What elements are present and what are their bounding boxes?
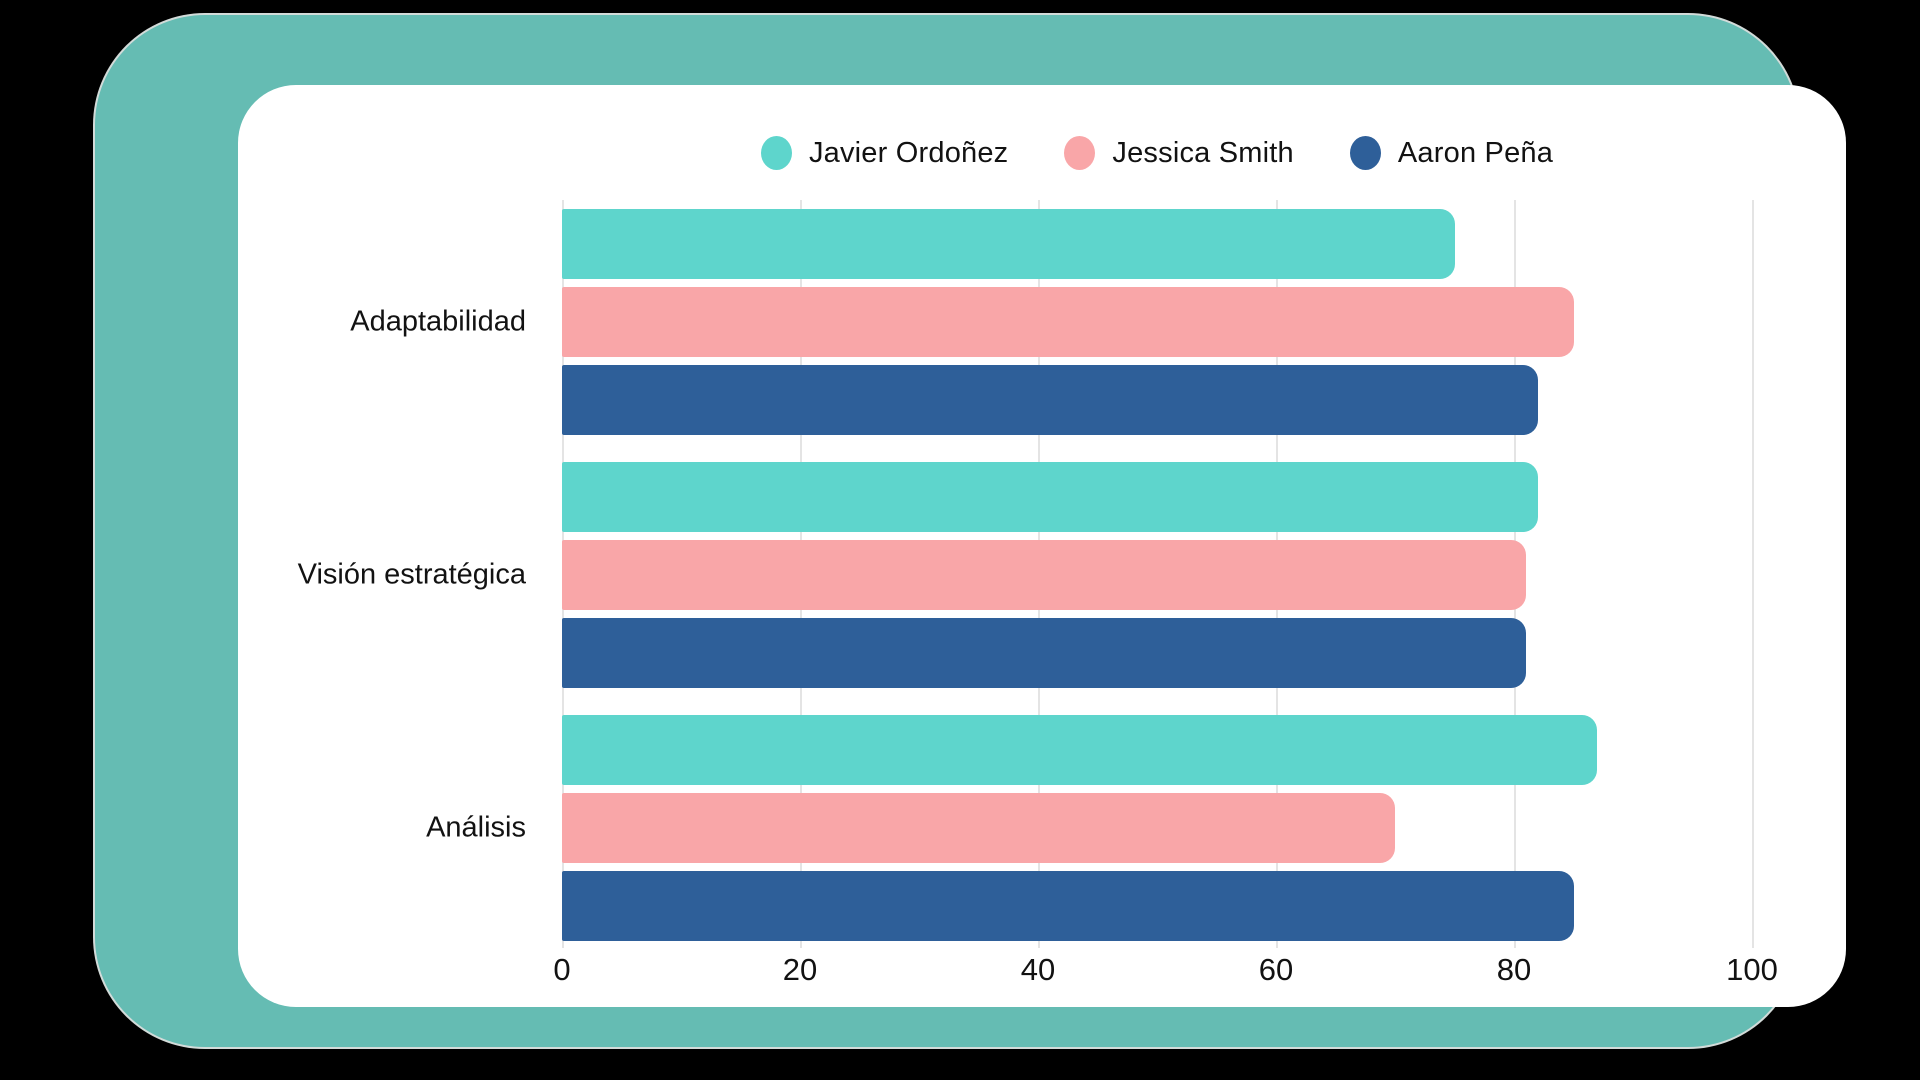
bar-aaron-peña (562, 365, 1538, 435)
bar-group: Visión estratégica (298, 462, 1752, 688)
bar-aaron-peña (562, 871, 1574, 941)
legend-dot-icon (1349, 136, 1381, 170)
category-label: Visión estratégica (297, 558, 526, 591)
x-axis: 0 20 40 60 80 100 (553, 952, 1777, 996)
legend-label: Aaron Peña (1397, 136, 1554, 169)
x-tick-label: 40 (1020, 952, 1056, 987)
plot-area: Adaptabilidad Visión estratégica Análisis (298, 200, 1754, 948)
gridline (1752, 200, 1754, 948)
legend-item: Jessica Smith (1064, 136, 1294, 170)
bar-group: Adaptabilidad (350, 209, 1752, 435)
category-label: Adaptabilidad (350, 305, 526, 338)
bar-aaron-peña (562, 618, 1526, 688)
x-tick-label: 60 (1258, 952, 1294, 987)
chart-legend: Javier Ordoñez Jessica Smith Aaron Peña (562, 127, 1752, 179)
x-tick-label: 20 (782, 952, 818, 987)
legend-label: Jessica Smith (1112, 136, 1294, 169)
category-label: Análisis (426, 811, 526, 844)
bar-javier-ordoñez (562, 462, 1538, 532)
bar-group: Análisis (426, 715, 1752, 941)
legend-item: Javier Ordoñez (760, 136, 1009, 170)
x-tick-label: 0 (553, 952, 571, 987)
legend-dot-icon (1064, 136, 1096, 170)
bar-jessica-smith (562, 287, 1574, 357)
legend-label: Javier Ordoñez (808, 136, 1009, 169)
bar-javier-ordoñez (562, 209, 1455, 279)
bar-groups: Adaptabilidad Visión estratégica Análisis (298, 209, 1752, 942)
x-tick-label: 80 (1496, 952, 1532, 987)
bar-jessica-smith (562, 793, 1395, 863)
legend-dot-icon (760, 136, 792, 170)
chart-card: Javier Ordoñez Jessica Smith Aaron Peña Ad… (238, 85, 1846, 1007)
bar-jessica-smith (562, 540, 1526, 610)
bar-javier-ordoñez (562, 715, 1598, 785)
legend-item: Aaron Peña (1349, 136, 1554, 170)
x-tick-label: 100 (1726, 952, 1778, 987)
teal-frame: Javier Ordoñez Jessica Smith Aaron Peña Ad… (95, 15, 1846, 1047)
